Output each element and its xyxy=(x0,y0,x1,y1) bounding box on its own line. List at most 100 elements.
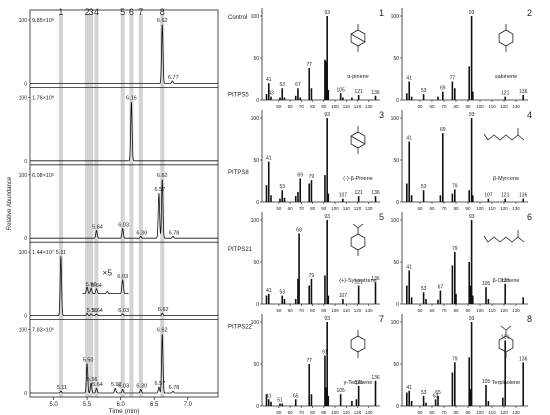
spectrum-peak-label: 107 xyxy=(484,193,493,199)
structure-bond xyxy=(483,235,489,243)
spectrum-x-tick-label: 70 xyxy=(441,308,447,313)
spectrum-bar xyxy=(326,16,328,100)
spectrum-bar xyxy=(504,283,506,304)
spectrum-bar xyxy=(487,400,490,406)
spectrum-x-tick-label: 70 xyxy=(299,206,305,211)
spectrum-bar xyxy=(267,161,270,202)
spectrum-peak-label: 107 xyxy=(339,293,348,299)
spectrum-bar xyxy=(487,198,490,202)
spectrum-bar xyxy=(342,298,344,304)
trace-intensity: 1.76×10⁸ xyxy=(32,94,54,101)
spectrum-bar xyxy=(470,220,473,304)
inset-peak-label: 6.03 xyxy=(117,274,128,280)
spectrum-x-tick-label: 100 xyxy=(331,104,339,109)
spectrum-x-tick-label: 110 xyxy=(343,206,351,211)
spectrum-bar xyxy=(468,357,470,406)
spectrum-bar xyxy=(339,394,342,406)
spectrum-number: 5 xyxy=(379,212,384,222)
peak-marker-band xyxy=(138,14,143,397)
spectrum-bar xyxy=(504,340,506,406)
peak-marker-label: 3 xyxy=(89,7,94,17)
spectrum-bar xyxy=(279,403,281,406)
spectrum-bar xyxy=(281,295,284,304)
spectrum-y-tick-label: 0 xyxy=(256,98,259,104)
peak-rt-label: 5.64 xyxy=(92,308,103,314)
spectrum-x-tick-label: 80 xyxy=(453,104,459,109)
spectrum-x-tick-label: 90 xyxy=(465,308,471,313)
spectrum-x-tick-label: 130 xyxy=(512,206,520,211)
spectrum-y-tick-label: 0 xyxy=(396,302,399,308)
peak-rt-label: 6.62 xyxy=(157,18,168,24)
spectrum-peak-label: 63 xyxy=(433,393,439,399)
spectrum-number: 2 xyxy=(527,8,532,18)
spectrum-bar xyxy=(324,355,326,406)
spectrum-bar xyxy=(294,298,297,304)
spectrum-bar xyxy=(327,89,330,100)
spectrum-peak-label: 68 xyxy=(296,227,302,233)
spectrum-x-tick-label: 70 xyxy=(441,410,447,415)
spectrum-bar xyxy=(267,293,270,304)
spectrum-peak-label: 53 xyxy=(421,286,427,292)
spectrum-bar xyxy=(283,298,286,304)
y-tick-label: 0 xyxy=(24,81,27,87)
spectrum-bar xyxy=(327,295,330,304)
spectrum-x-tick-label: 80 xyxy=(310,206,316,211)
spectrum-y-tick-label: 100 xyxy=(391,14,400,20)
spectrum-bar xyxy=(327,193,330,202)
trace-line xyxy=(30,102,218,162)
spectrum-peak-label: 69 xyxy=(440,86,446,92)
spectrum-bar xyxy=(326,322,328,406)
peak-marker-label: 8 xyxy=(160,7,165,17)
spectrum-bar xyxy=(294,95,297,100)
inset-peak-label: 5.56 xyxy=(86,282,97,288)
spectrum-peak-label: 136 xyxy=(371,90,380,96)
spectrum-peak-label: 77 xyxy=(306,62,312,68)
x-tick-label: 5.5 xyxy=(83,402,92,408)
spectrum-x-tick-label: 90 xyxy=(321,410,327,415)
spectrum-x-tick-label: 50 xyxy=(276,410,282,415)
spectrum-peak-label: 77 xyxy=(306,358,312,364)
spectrum-bar xyxy=(410,195,413,202)
spectrum-peak-label: 65 xyxy=(435,390,441,396)
structure-bond xyxy=(498,29,514,47)
spectrum-panel: 0 50 100 50 60 70 80 90 100 110 120 130 41 53 67 79 93 10… xyxy=(391,212,532,313)
spectrum-x-tick-label: 120 xyxy=(354,104,362,109)
peak-rt-label: 5.50 xyxy=(83,357,94,363)
spectrum-bar xyxy=(281,403,284,406)
spectrum-peak-label: 121 xyxy=(501,91,510,97)
spectrum-y-tick-label: 50 xyxy=(393,56,399,62)
y-tick-label: 100 xyxy=(19,18,28,24)
spectrum-bar xyxy=(451,265,454,304)
spectrum-peak-label: 107 xyxy=(339,193,348,199)
peak-marker-band xyxy=(120,14,125,397)
spectrum-x-tick-label: 80 xyxy=(453,410,459,415)
spectrum-peak-label: 136 xyxy=(371,375,380,381)
spectrum-peak-label: 53 xyxy=(279,184,285,190)
spectrum-bar xyxy=(297,278,299,304)
spectrum-peak-label: 41 xyxy=(406,76,412,82)
spectrum-x-tick-label: 110 xyxy=(343,308,351,313)
spectrum-bar xyxy=(299,178,302,202)
y-tick-label: 100 xyxy=(19,328,28,334)
spectrum-peak-label: 79 xyxy=(309,273,315,279)
spectrum-peak-label: 136 xyxy=(519,193,528,199)
structure-bond xyxy=(483,133,489,141)
spectrum-x-tick-label: 90 xyxy=(465,410,471,415)
spectrum-bar xyxy=(265,394,268,406)
spectrum-x-tick-label: 120 xyxy=(500,206,508,211)
spectrum-bar xyxy=(270,96,272,100)
spectrum-bar xyxy=(422,190,425,202)
spectrum-bar xyxy=(472,195,474,202)
spectrum-x-tick-label: 130 xyxy=(512,410,520,415)
spectrum-x-tick-label: 110 xyxy=(343,410,351,415)
spectrum-x-tick-label: 110 xyxy=(488,410,496,415)
spectrum-number: 8 xyxy=(527,314,532,324)
spectrum-x-tick-label: 120 xyxy=(354,410,362,415)
spectrum-peak-label: 79 xyxy=(452,183,458,189)
spectrum-bar xyxy=(439,195,442,202)
spectrum-bar xyxy=(451,81,454,100)
inset-trace-line xyxy=(82,279,129,294)
spectrum-y-tick-label: 0 xyxy=(396,98,399,104)
